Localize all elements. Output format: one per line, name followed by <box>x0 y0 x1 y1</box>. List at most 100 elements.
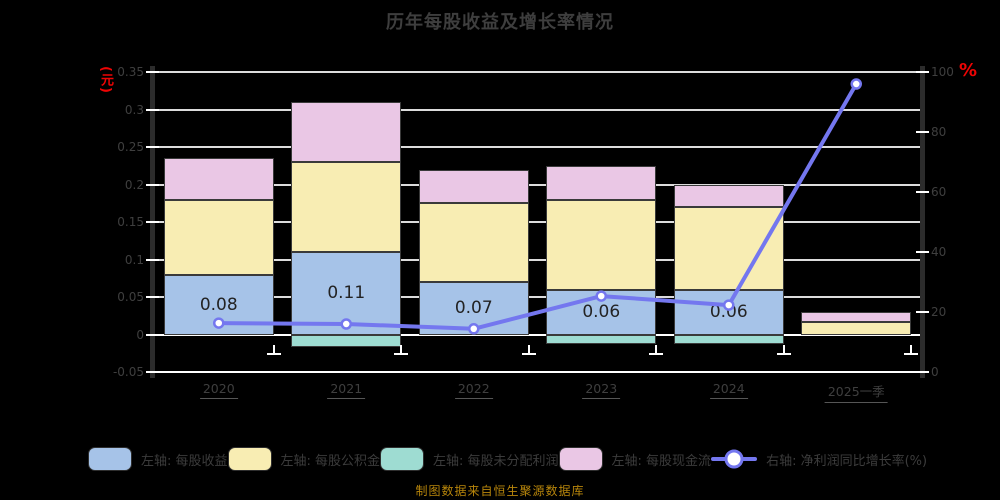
zero-axis-tick <box>272 344 275 354</box>
right-axis-tick-label: 40 <box>931 245 947 259</box>
gridline <box>155 108 920 111</box>
bar-segment-1-cat-3 <box>546 199 657 290</box>
right-spine-tick <box>916 191 929 193</box>
right-axis-tick-label: 20 <box>931 305 947 319</box>
chart-title: 历年每股收益及增长率情况 <box>386 12 614 33</box>
bar-segment-1-cat-0 <box>163 199 274 275</box>
bar-segment-2-cat-1 <box>291 334 402 347</box>
bar-value-label: 0.11 <box>327 283 366 304</box>
zero-axis-tick <box>400 344 403 354</box>
bar-segment-0-cat-1 <box>291 252 402 335</box>
zero-axis-tick <box>782 344 785 354</box>
left-axis-tick-label: 0.35 <box>117 65 144 79</box>
right-axis-tick-label: 0 <box>931 365 939 379</box>
legend-label: 右轴: 净利润同比增长率(%) <box>766 453 928 469</box>
left-axis-tick-label: 0.2 <box>124 177 144 192</box>
bar-segment-3-cat-2 <box>418 169 529 204</box>
bar-segment-1-cat-1 <box>291 162 402 252</box>
left-spine-tick <box>146 146 159 148</box>
left-spine-tick <box>146 296 159 298</box>
zero-axis-tick-base <box>521 352 536 355</box>
legend-swatch <box>380 447 425 471</box>
right-spine-tick <box>916 251 929 253</box>
zero-axis-tick-base <box>776 352 791 355</box>
left-axis-tick-label: 0.1 <box>124 252 144 267</box>
gridline <box>155 221 920 223</box>
zero-axis-tick <box>527 344 530 354</box>
legend-item-bar-1: 左轴: 每股公积金 <box>227 447 381 471</box>
x-axis-label-2020: 2020 <box>199 381 238 399</box>
right-axis-tick-label: 60 <box>931 185 947 199</box>
trend-point-marker <box>213 317 225 329</box>
legend-line-dot <box>724 449 744 469</box>
x-axis-label-2025一季: 2025一季 <box>824 381 888 403</box>
legend-label: 左轴: 每股现金流 <box>611 453 712 469</box>
left-axis-tick-label: 0.15 <box>117 215 144 229</box>
gridline <box>155 371 920 373</box>
x-axis-label-2024: 2024 <box>709 381 748 399</box>
zero-axis-tick-base <box>904 352 919 355</box>
bar-segment-1-cat-2 <box>418 203 529 282</box>
bar-value-label: 0.06 <box>709 302 748 322</box>
bar-segment-2-cat-3 <box>546 334 657 345</box>
trend-point-marker <box>850 78 862 90</box>
bar-segment-0-cat-4 <box>673 289 784 335</box>
left-axis-tick-label: 0.05 <box>117 290 144 304</box>
left-axis-unit-label: (元) <box>98 66 113 94</box>
right-axis-tick-label: 80 <box>931 125 947 139</box>
zero-axis-tick-base <box>266 352 281 355</box>
left-spine-tick <box>146 183 159 186</box>
legend-item-line: 右轴: 净利润同比增长率(%) <box>711 449 928 469</box>
bar-segment-3-cat-0 <box>163 158 274 200</box>
gridline <box>155 146 920 148</box>
left-axis-tick-label: 0.25 <box>117 140 144 154</box>
bar-segment-3-cat-4 <box>673 184 784 207</box>
zero-axis-tick-base <box>394 352 409 355</box>
left-spine-tick <box>146 258 159 261</box>
legend-item-bar-2: 左轴: 每股未分配利润 <box>380 447 559 471</box>
bar-segment-3-cat-5 <box>801 312 912 322</box>
right-spine-tick <box>916 311 929 313</box>
gridline <box>155 296 920 298</box>
gridline <box>155 183 920 186</box>
trend-point-marker <box>595 290 607 302</box>
source-note: 制图数据来自恒生聚源数据库 <box>415 484 585 498</box>
legend-swatch <box>88 447 132 471</box>
left-axis-tick-label: 0.3 <box>124 102 144 117</box>
legend-item-bar-3: 左轴: 每股现金流 <box>558 447 712 471</box>
legend-label: 左轴: 每股未分配利润 <box>433 453 559 469</box>
left-spine-tick <box>146 221 159 223</box>
legend: 左轴: 每股收益 左轴: 每股公积金 左轴: 每股未分配利润 左轴: 每股现金流 右轴:… <box>88 446 927 472</box>
trend-point-marker <box>340 318 352 330</box>
bar-segment-2-cat-4 <box>673 334 784 345</box>
left-spine-tick <box>146 333 159 336</box>
legend-label: 左轴: 每股收益 <box>141 453 228 469</box>
bar-segment-1-cat-4 <box>673 207 784 290</box>
x-axis-label-2023: 2023 <box>582 381 621 399</box>
bar-segment-1-cat-5 <box>801 321 912 335</box>
zero-axis-tick <box>655 344 658 354</box>
legend-swatch <box>227 447 272 471</box>
x-axis-label-2021: 2021 <box>327 381 366 399</box>
gridline <box>155 71 920 73</box>
zero-axis-tick-base <box>649 352 664 355</box>
bar-segment-3-cat-1 <box>291 102 402 162</box>
bar-value-label: 0.08 <box>199 294 238 315</box>
plot-area: 0.08 0.11 0.07 0.06 0.06 <box>155 71 920 373</box>
left-spine-tick <box>146 371 159 373</box>
zero-axis-tick <box>910 344 913 354</box>
bar-segment-3-cat-3 <box>546 165 657 200</box>
right-axis-spine <box>920 66 925 378</box>
legend-item-bar-0: 左轴: 每股收益 <box>88 447 228 471</box>
legend-line-marker <box>711 449 758 469</box>
right-spine-tick <box>916 71 929 73</box>
x-axis-label-2022: 2022 <box>454 381 493 399</box>
legend-swatch <box>558 447 603 471</box>
legend-label: 左轴: 每股公积金 <box>280 453 381 469</box>
left-spine-tick <box>146 71 159 73</box>
gridline <box>155 258 920 261</box>
bar-value-label: 0.06 <box>582 302 621 322</box>
left-spine-tick <box>146 108 159 111</box>
left-axis-tick-label: 0 <box>136 327 144 342</box>
